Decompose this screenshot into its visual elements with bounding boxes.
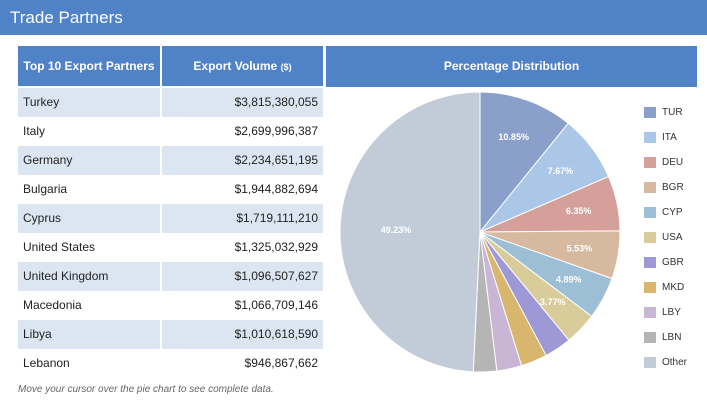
col-header-volume-unit: ($)	[280, 61, 292, 72]
volume-cell: $3,815,380,055	[161, 86, 323, 116]
table-row: Germany $2,234,651,195	[18, 144, 323, 174]
volume-cell: $1,010,618,590	[161, 318, 323, 348]
legend-label: GBR	[662, 257, 684, 268]
legend-swatch	[644, 132, 656, 143]
legend-label: ITA	[662, 132, 677, 143]
legend-item: DEU	[644, 156, 706, 181]
legend-label: Other	[662, 357, 688, 368]
table-row: Turkey $3,815,380,055	[18, 86, 323, 116]
pie-legend: TUR ITA DEU BGR CYP USA GBR MKD LBY LBN Other	[644, 106, 706, 381]
legend-item: MKD	[644, 281, 706, 306]
pie-label-tur: 10.85%	[498, 132, 529, 142]
legend-label: DEU	[662, 157, 684, 168]
pie-slice-tur[interactable]	[479, 91, 569, 234]
legend-swatch	[644, 282, 656, 293]
volume-cell: $946,867,662	[161, 347, 323, 377]
pie-label-usa: 3.77%	[540, 297, 566, 307]
distribution-header: Percentage Distribution	[326, 46, 697, 87]
table-body: Turkey $3,815,380,055 Italy $2,699,996,387 G…	[18, 86, 323, 377]
legend-item: CYP	[644, 206, 706, 231]
legend-swatch	[644, 157, 656, 168]
legend-item: TUR	[644, 106, 706, 131]
volume-cell: $1,096,507,627	[161, 260, 323, 290]
volume-cell: $1,066,709,146	[161, 289, 323, 319]
volume-cell: $1,325,032,929	[161, 231, 323, 261]
legend-item: LBY	[644, 306, 706, 331]
legend-item: ITA	[644, 131, 706, 156]
table-row: United Kingdom $1,096,507,627	[18, 260, 323, 290]
pie-label-bgr: 5.53%	[567, 244, 593, 254]
country-cell: United States	[18, 231, 162, 261]
pie-label-cyp: 4.89%	[556, 275, 582, 285]
table-row: Macedonia $1,066,709,146	[18, 289, 323, 319]
legend-item: USA	[644, 231, 706, 256]
pie-slice-other[interactable]	[339, 91, 481, 373]
legend-swatch	[644, 357, 656, 368]
legend-label: BGR	[662, 182, 684, 193]
table-header-row: Top 10 Export Partners Export Volume ($)	[18, 46, 323, 87]
table-row: Lebanon $946,867,662	[18, 347, 323, 377]
country-cell: Macedonia	[18, 289, 162, 319]
legend-item: GBR	[644, 256, 706, 281]
volume-cell: $2,699,996,387	[161, 115, 323, 145]
table-row: Cyprus $1,719,111,210	[18, 202, 323, 232]
country-cell: Italy	[18, 115, 162, 145]
legend-item: BGR	[644, 181, 706, 206]
legend-swatch	[644, 207, 656, 218]
legend-label: USA	[662, 232, 683, 243]
col-header-partners: Top 10 Export Partners	[18, 46, 162, 87]
country-cell: United Kingdom	[18, 260, 162, 290]
pie-label-other: 49.23%	[381, 225, 412, 235]
section-title: Trade Partners	[10, 8, 123, 27]
legend-swatch	[644, 307, 656, 318]
country-cell: Germany	[18, 144, 162, 174]
footnote: Move your cursor over the pie chart to s…	[18, 384, 274, 395]
legend-item: LBN	[644, 331, 706, 356]
legend-swatch	[644, 257, 656, 268]
pie-chart[interactable]: 10.85% 7.67% 6.35% 5.53% 4.89% 3.77% 49.23%	[326, 88, 636, 388]
col-header-volume-label: Export Volume	[193, 58, 278, 73]
export-partners-table: Top 10 Export Partners Export Volume ($)…	[18, 46, 323, 377]
legend-item: Other	[644, 356, 706, 381]
volume-cell: $1,719,111,210	[161, 202, 323, 232]
pie-label-ita: 7.67%	[548, 166, 574, 176]
legend-swatch	[644, 232, 656, 243]
country-cell: Bulgaria	[18, 173, 162, 203]
legend-label: MKD	[662, 282, 685, 293]
pie-label-deu: 6.35%	[566, 206, 592, 216]
legend-label: CYP	[662, 207, 683, 218]
col-header-volume: Export Volume ($)	[161, 46, 323, 87]
country-cell: Turkey	[18, 86, 162, 116]
volume-cell: $2,234,651,195	[161, 144, 323, 174]
country-cell: Lebanon	[18, 347, 162, 377]
country-cell: Libya	[18, 318, 162, 348]
table-row: Italy $2,699,996,387	[18, 115, 323, 145]
table-row: United States $1,325,032,929	[18, 231, 323, 261]
legend-label: TUR	[662, 107, 683, 118]
section-header: Trade Partners	[0, 0, 707, 35]
volume-cell: $1,944,882,694	[161, 173, 323, 203]
legend-swatch	[644, 332, 656, 343]
legend-swatch	[644, 182, 656, 193]
table-row: Bulgaria $1,944,882,694	[18, 173, 323, 203]
legend-label: LBY	[662, 307, 681, 318]
legend-label: LBN	[662, 332, 682, 343]
table-row: Libya $1,010,618,590	[18, 318, 323, 348]
country-cell: Cyprus	[18, 202, 162, 232]
legend-swatch	[644, 107, 656, 118]
